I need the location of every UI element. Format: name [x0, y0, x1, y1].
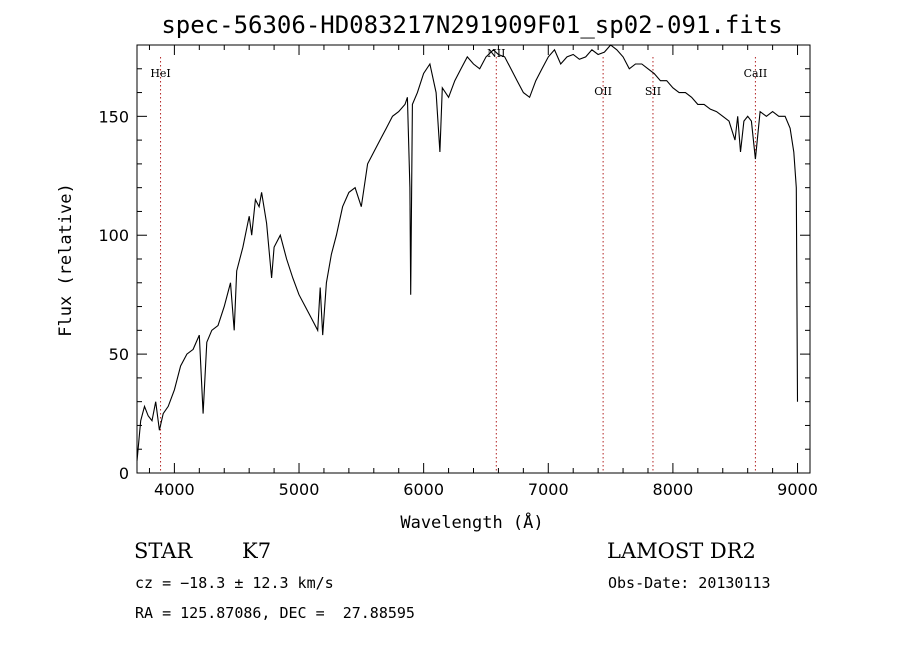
- x-tick-label: 5000: [279, 480, 320, 499]
- line-marker-label-nii: NII: [487, 47, 505, 60]
- observation-date: Obs-Date: 20130113: [608, 574, 771, 592]
- survey-name: LAMOST DR2: [607, 539, 756, 563]
- x-tick-label: 6000: [403, 480, 444, 499]
- y-tick-label: 150: [98, 107, 129, 126]
- x-tick-label: 8000: [653, 480, 694, 499]
- y-tick-label: 100: [98, 226, 129, 245]
- x-axis-label: Wavelength (Å): [400, 511, 543, 533]
- x-axis-ticks: 4000 5000 6000 7000 8000 9000: [148, 45, 818, 499]
- spectrum-line: [136, 44, 799, 462]
- y-tick-label: 50: [109, 345, 129, 364]
- coordinates: RA = 125.87086, DEC = 27.88595: [135, 604, 415, 622]
- line-marker-label-sii: SII: [645, 85, 661, 98]
- y-axis-ticks: 0 50 100 150: [98, 68, 810, 483]
- plot-frame: [136, 44, 811, 474]
- x-tick-label: 7000: [528, 480, 569, 499]
- line-marker-label-caii: CaII: [744, 67, 768, 80]
- y-tick-label: 0: [119, 464, 129, 483]
- object-subclass: K7: [242, 539, 272, 563]
- x-tick-label: 9000: [777, 480, 818, 499]
- object-class: STAR: [134, 539, 193, 563]
- x-tick-label: 4000: [154, 480, 195, 499]
- line-marker-label-oii: OII: [594, 85, 612, 98]
- y-axis-label: Flux (relative): [56, 183, 76, 337]
- line-marker-label-hei: HeI: [150, 67, 170, 80]
- line-markers: HeI NII OII SII CaII: [150, 47, 767, 473]
- chart-title: spec-56306-HD083217N291909F01_sp02-091.f…: [161, 11, 782, 39]
- redshift-cz: cz = −18.3 ± 12.3 km/s: [135, 574, 334, 592]
